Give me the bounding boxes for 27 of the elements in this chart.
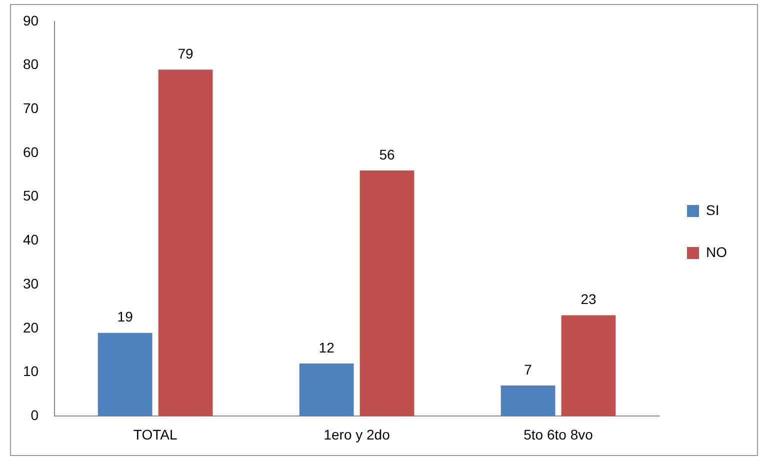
legend-label: NO — [706, 244, 728, 260]
y-tick-label: 40 — [22, 232, 39, 248]
legend-label: SI — [706, 202, 720, 218]
data-label: 7 — [524, 361, 532, 378]
bar — [299, 364, 354, 416]
y-tick-label: 30 — [22, 275, 39, 292]
y-tick-label: 20 — [22, 319, 39, 336]
data-label: 79 — [178, 46, 194, 62]
data-label: 23 — [580, 291, 596, 308]
bar — [360, 170, 414, 416]
bar — [98, 332, 152, 416]
x-tick-label: 5to 6to 8vo — [524, 426, 594, 442]
y-tick-label: 10 — [22, 363, 39, 380]
y-tick-label: 90 — [22, 12, 39, 28]
bar — [500, 385, 556, 416]
y-tick-label: 0 — [30, 407, 39, 424]
y-tick-label: 50 — [22, 188, 39, 204]
y-tick-label: 60 — [22, 144, 39, 160]
bar — [158, 70, 213, 416]
bar — [561, 315, 616, 416]
x-tick-label: 1ero y 2do — [324, 426, 390, 442]
data-label: 12 — [318, 339, 335, 356]
y-tick-label: 80 — [22, 56, 39, 72]
y-tick-label: 70 — [22, 100, 39, 116]
x-tick-label: TOTAL — [133, 426, 178, 442]
data-label: 56 — [379, 146, 396, 162]
data-label: 19 — [117, 308, 134, 325]
